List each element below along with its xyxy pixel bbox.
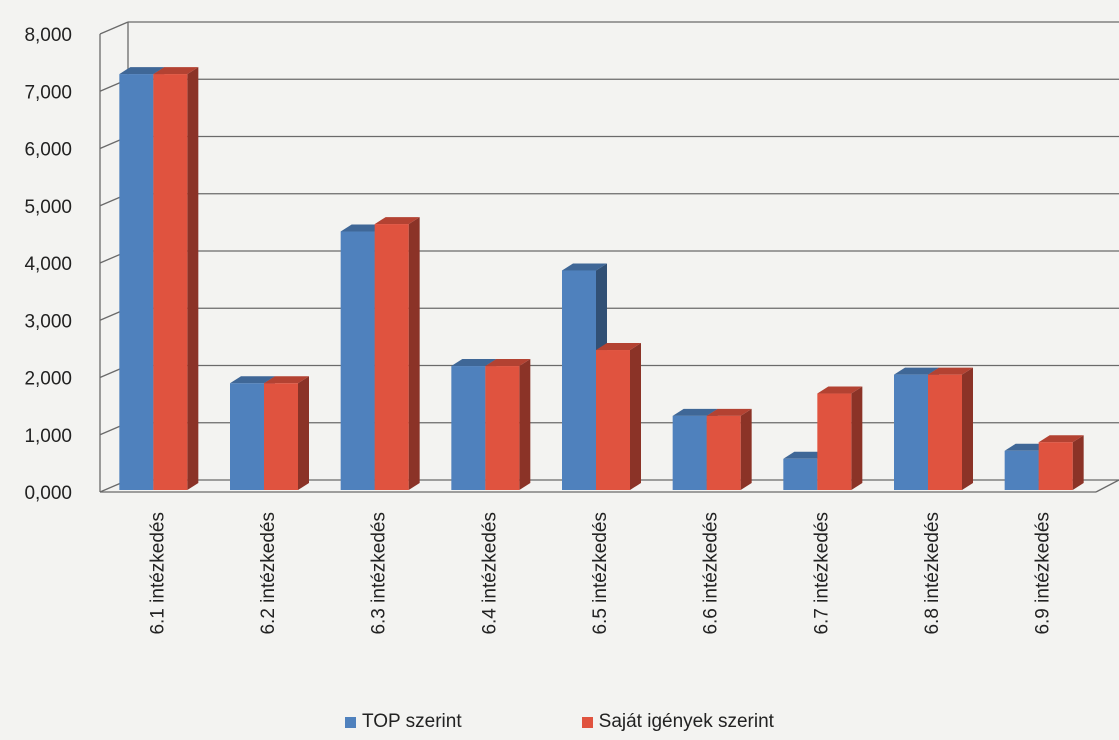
bar	[153, 74, 188, 490]
bar-top	[596, 343, 641, 351]
bar-top	[706, 408, 752, 416]
bar	[485, 366, 520, 490]
legend: TOP szerint Saját igények szerint	[0, 708, 1119, 736]
bar	[1004, 450, 1039, 490]
bar-top	[562, 263, 607, 271]
bar-side	[298, 376, 309, 490]
y-tick-label: 6,000	[24, 140, 72, 161]
x-tick-label: 6.8 intézkedés	[922, 512, 943, 635]
y-tick-label: 3,000	[24, 311, 72, 332]
x-tick-label: 6.5 intézkedés	[590, 512, 611, 635]
bar-top	[230, 376, 275, 384]
bar-top	[264, 376, 309, 384]
bar-top	[672, 408, 718, 416]
bar	[817, 393, 852, 490]
bar-side	[1072, 435, 1084, 490]
bar-side	[851, 386, 863, 490]
legend-label-sajat: Saját igények szerint	[598, 711, 774, 732]
bar	[340, 231, 375, 490]
y-tick-label: 0,000	[24, 483, 72, 504]
bar-top	[894, 367, 939, 375]
bar-top	[1038, 435, 1084, 443]
bar	[374, 224, 409, 490]
y-tick-label: 2,000	[24, 369, 72, 390]
bar	[451, 366, 486, 490]
y-tick-label: 5,000	[24, 197, 72, 218]
bar	[672, 415, 707, 490]
bar	[1038, 442, 1073, 490]
bar-top	[928, 367, 973, 375]
bar	[230, 383, 264, 490]
x-tick-label: 6.4 intézkedés	[479, 512, 500, 635]
bar-side	[740, 408, 752, 490]
floor-right-edge	[1095, 479, 1119, 493]
legend-item-top: TOP szerint	[345, 711, 462, 733]
bar-top	[451, 359, 497, 367]
bar	[596, 350, 630, 490]
bar	[928, 374, 962, 490]
y-tick-label: 4,000	[24, 254, 72, 275]
bar-top	[374, 217, 420, 225]
x-tick-label: 6.3 intézkedés	[369, 512, 390, 635]
bar	[706, 415, 741, 490]
y-tick-label: 7,000	[24, 82, 72, 103]
bar	[894, 374, 928, 490]
x-tick-label: 6.2 intézkedés	[258, 512, 279, 635]
bar	[119, 74, 154, 490]
bar-side	[630, 343, 641, 490]
bar-top	[1004, 443, 1050, 451]
bar	[783, 458, 818, 490]
x-tick-label: 6.1 intézkedés	[147, 512, 168, 635]
bar-top	[783, 451, 829, 459]
bar-top	[119, 67, 165, 75]
bar-side	[519, 359, 531, 490]
bar-top	[817, 386, 863, 394]
x-tick-label: 6.9 intézkedés	[1033, 512, 1054, 635]
gridline-side	[99, 21, 129, 35]
bar-side	[187, 67, 199, 490]
legend-item-sajat: Saját igények szerint	[581, 711, 774, 733]
legend-label-top: TOP szerint	[362, 711, 462, 732]
bar	[264, 383, 298, 490]
x-tick-label: 6.7 intézkedés	[811, 512, 832, 635]
bar-side	[962, 367, 973, 490]
legend-swatch-sajat	[581, 716, 593, 728]
y-tick-label: 1,000	[24, 426, 72, 447]
bar-top	[153, 67, 199, 75]
bar	[562, 270, 596, 490]
y-tick-label: 8,000	[24, 25, 72, 46]
x-tick-label: 6.6 intézkedés	[701, 512, 722, 635]
legend-swatch-top	[345, 716, 357, 728]
bar-side	[408, 217, 420, 490]
bar-top	[340, 224, 386, 232]
bar-top	[485, 359, 531, 367]
